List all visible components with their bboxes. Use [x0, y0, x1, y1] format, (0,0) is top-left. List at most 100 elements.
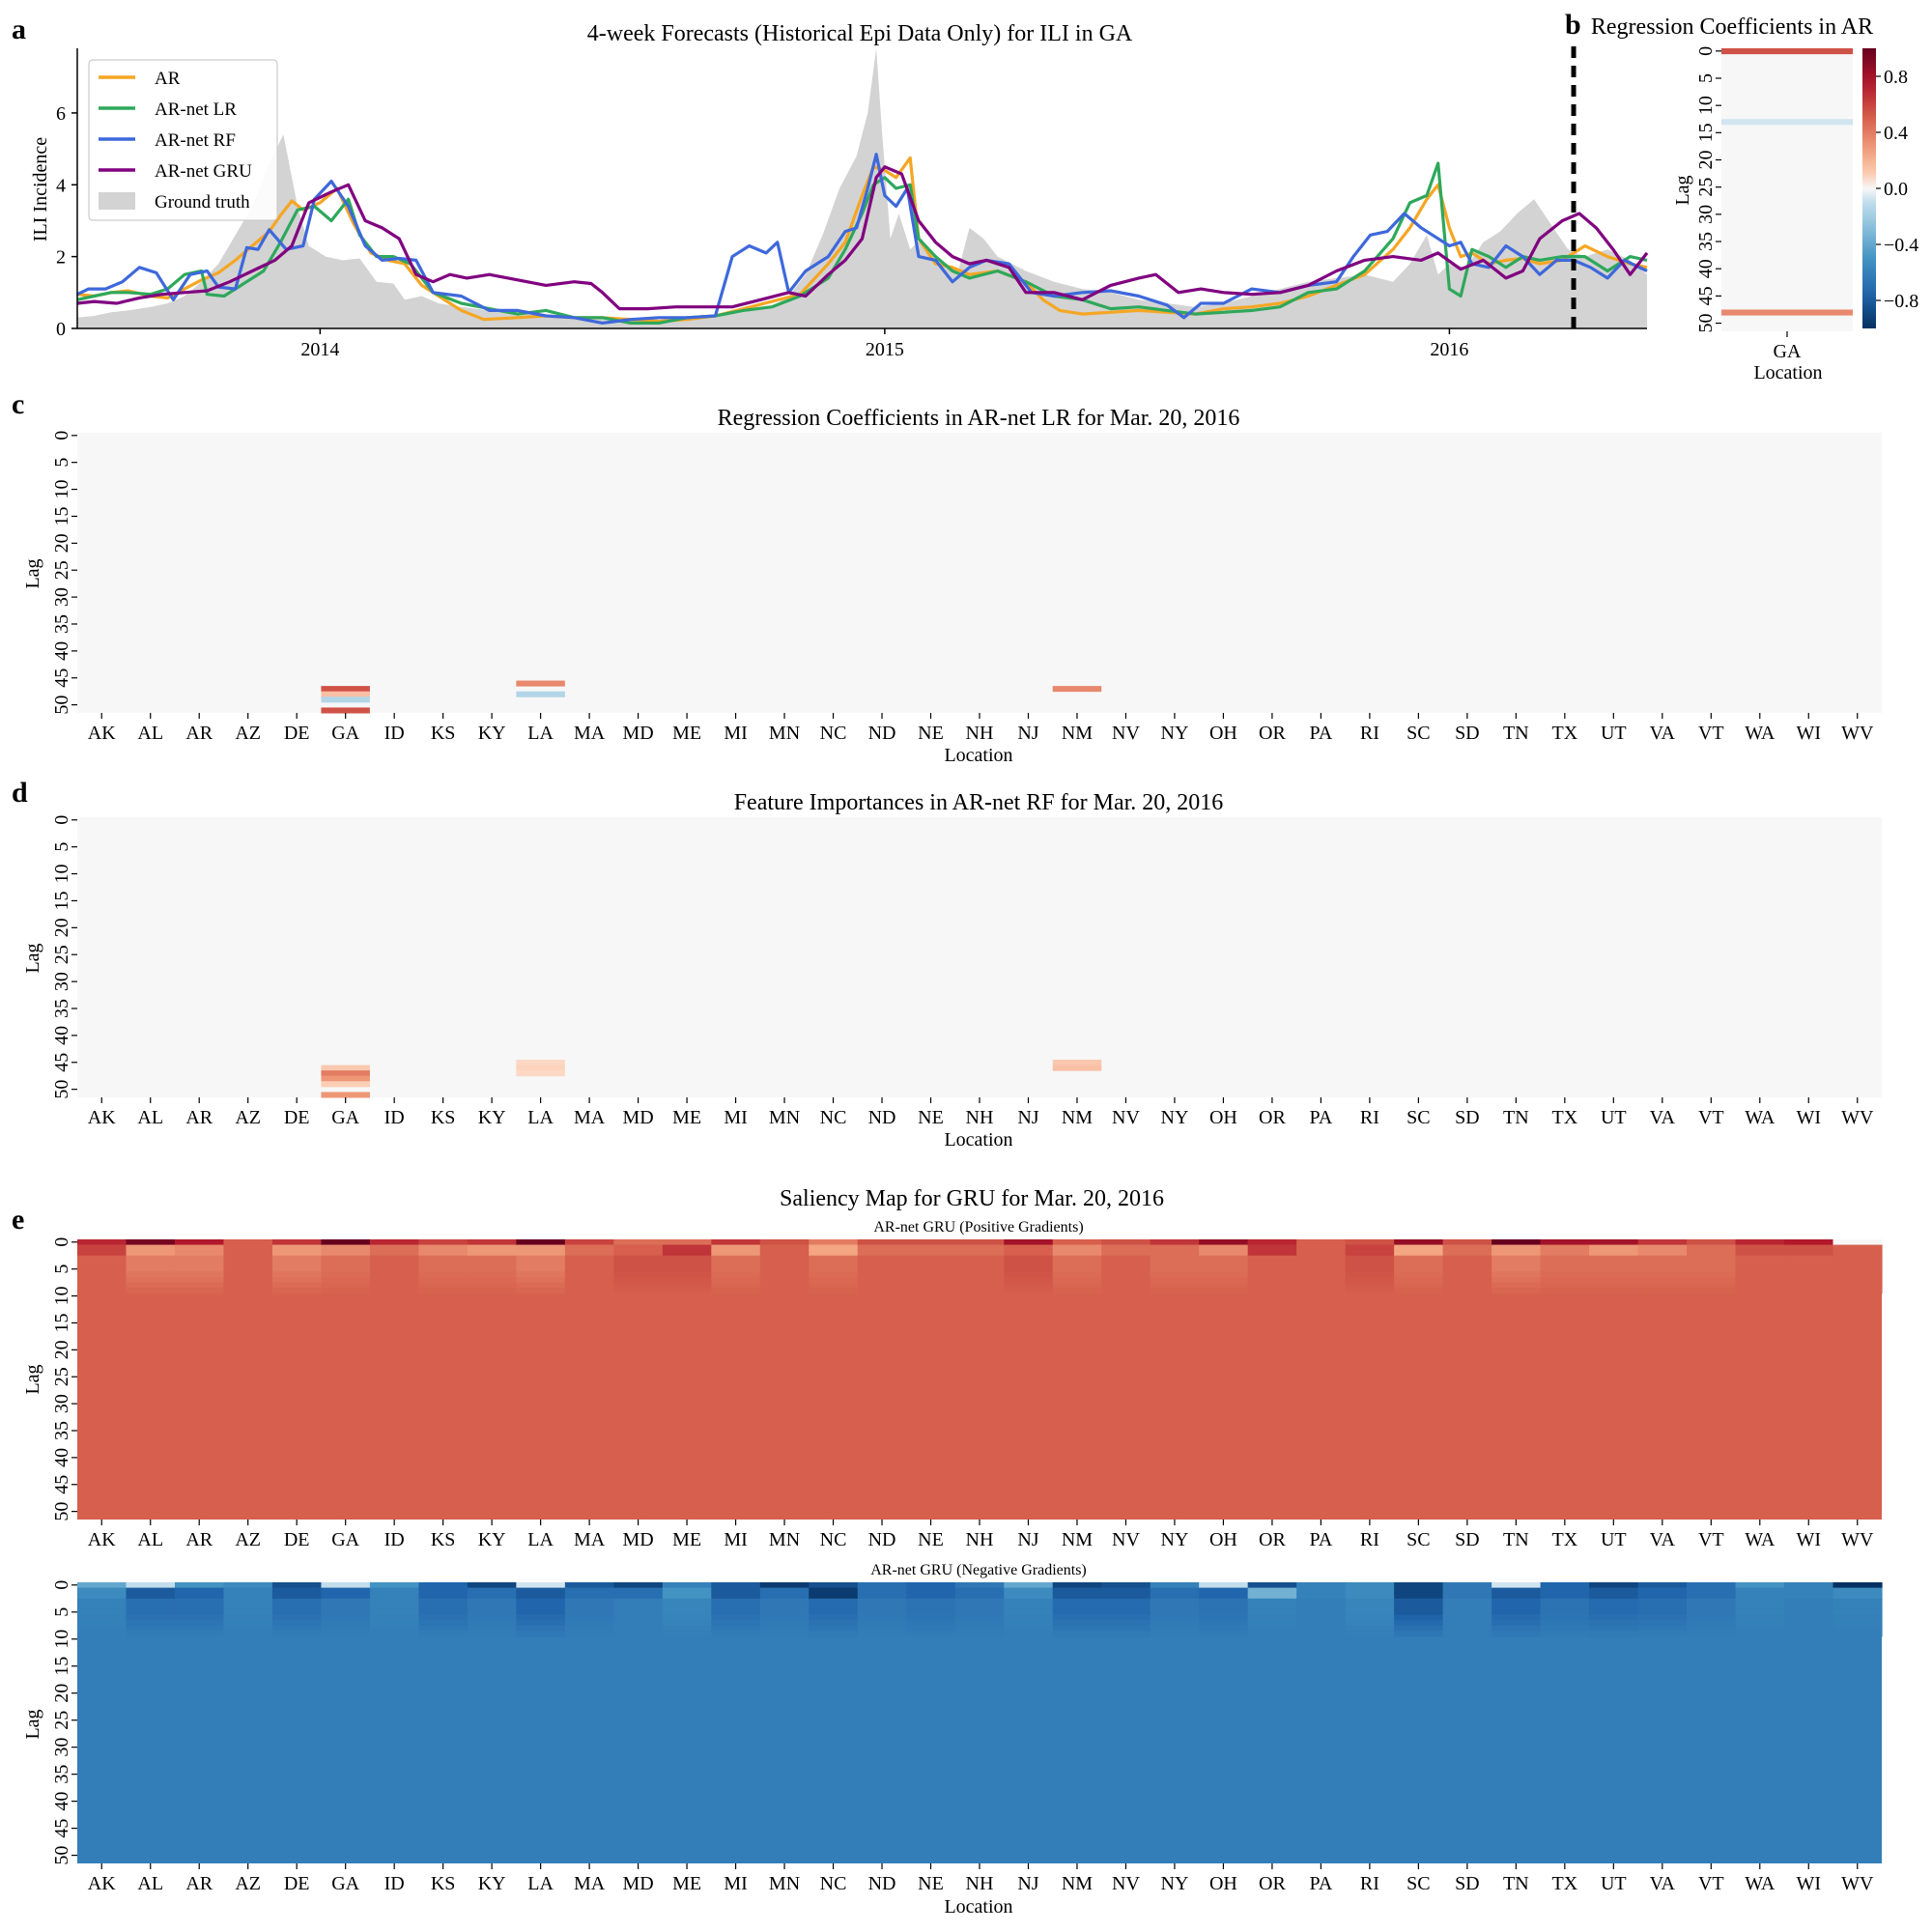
heatmap-cell — [1637, 1625, 1688, 1632]
series-line-ar-net-lr — [76, 161, 1648, 325]
heatmap-cell — [1540, 1277, 1590, 1284]
y-tick-label: 45 — [51, 1819, 72, 1838]
heatmap-cell — [1492, 1244, 1542, 1251]
x-tick-label: MD — [622, 1529, 653, 1550]
heatmap-cell — [369, 1582, 420, 1589]
colorbar-tick-label: 0.8 — [1884, 67, 1908, 88]
heatmap-cell — [1637, 1593, 1688, 1600]
heatmap-cell — [321, 1081, 370, 1088]
heatmap-cell — [77, 1271, 128, 1278]
heatmap-cell — [759, 1265, 810, 1273]
heatmap-cell — [1101, 1582, 1151, 1589]
heatmap-cell — [1687, 1620, 1737, 1627]
heatmap-cell — [516, 1244, 566, 1251]
heatmap-cell — [1784, 1255, 1834, 1262]
heatmap-cell — [77, 1244, 128, 1251]
panel-d-heatmap: Feature Importances in AR-net RF for Mar… — [22, 790, 1882, 1151]
heatmap-cell — [1247, 1631, 1297, 1637]
x-tick-label: NV — [1112, 1107, 1140, 1128]
heatmap-cell — [564, 1625, 614, 1632]
y-tick-label: 35 — [51, 999, 72, 1018]
chart-b-heatmap-body: 0 5 10 15 20 25 30 35 40 45 50 GA — [1695, 46, 1853, 362]
heatmap-cell — [516, 1070, 565, 1077]
heatmap-cell — [711, 1250, 761, 1257]
x-tick-label: SD — [1455, 723, 1480, 744]
x-tick-label: TN — [1503, 1873, 1529, 1894]
heatmap-cell — [516, 1271, 566, 1278]
chart-d-heatmap-body: 0 5 10 15 20 25 30 35 40 45 50 AK AL AR AZ DE GA ID KS KY LA… — [51, 815, 1882, 1128]
x-tick-label: NV — [1112, 723, 1140, 744]
x-tick-label: AR — [185, 1107, 213, 1128]
x-tick-label: NY — [1161, 1107, 1189, 1128]
heatmap-cell — [954, 1593, 1005, 1600]
heatmap-cell — [809, 1244, 859, 1251]
heatmap-cell — [1199, 1608, 1249, 1616]
heatmap-cell — [223, 1271, 273, 1278]
heatmap-cell — [613, 1271, 664, 1278]
y-tick-label: 20 — [1695, 151, 1717, 170]
heatmap-cell — [1394, 1288, 1444, 1294]
chart-e2-ylabel: Lag — [22, 1709, 43, 1739]
heatmap-cell — [1637, 1244, 1688, 1251]
heatmap-cell — [759, 1614, 810, 1621]
heatmap-cell — [77, 1255, 128, 1262]
heatmap-cell — [1589, 1593, 1639, 1600]
heatmap-cell — [1687, 1239, 1737, 1246]
x-tick-label: AL — [137, 1529, 163, 1550]
heatmap-cell — [1150, 1239, 1200, 1246]
heatmap-cell — [809, 1620, 859, 1627]
heatmap-cell — [1394, 1625, 1444, 1632]
heatmap-cell — [662, 1620, 712, 1627]
heatmap-cell — [1052, 1631, 1102, 1637]
heatmap-cell — [126, 1288, 176, 1294]
heatmap-cell — [223, 1604, 273, 1610]
heatmap-cell — [1589, 1288, 1639, 1294]
heatmap-cell — [516, 1587, 566, 1594]
heatmap-cell — [1833, 1271, 1883, 1278]
heatmap-cell — [1004, 1239, 1054, 1246]
heatmap-cell — [1540, 1631, 1590, 1637]
heatmap-cell — [1247, 1265, 1297, 1273]
x-tick-label: LA — [527, 723, 554, 744]
heatmap-cell — [174, 1239, 225, 1246]
heatmap-cell — [467, 1282, 517, 1289]
heatmap-cell — [1784, 1587, 1834, 1594]
heatmap-cell — [271, 1261, 323, 1267]
y-tick-label: 40 — [51, 1448, 72, 1467]
heatmap-cell — [1247, 1271, 1297, 1278]
x-tick-label: AZ — [235, 723, 261, 744]
x-tick-label: DE — [284, 723, 310, 744]
heatmap-cell — [321, 1288, 371, 1294]
chart-e2-title: AR-net GRU (Negative Gradients) — [870, 1562, 1087, 1578]
heatmap-cell — [1442, 1625, 1492, 1632]
heatmap-cell — [1687, 1282, 1737, 1289]
heatmap-cell — [1589, 1631, 1639, 1637]
heatmap-cell — [1589, 1625, 1639, 1632]
heatmap-cell — [1492, 1593, 1542, 1600]
x-tick-label: WI — [1796, 1529, 1821, 1550]
heatmap-cell — [809, 1277, 859, 1284]
y-tick-label: 20 — [51, 918, 72, 937]
heatmap-cell — [1735, 1255, 1785, 1262]
heatmap-cell — [1540, 1604, 1590, 1610]
heatmap-cell — [516, 1065, 565, 1071]
heatmap-cell — [1492, 1614, 1542, 1621]
heatmap-cell — [467, 1593, 517, 1600]
x-tick-label: OH — [1209, 1873, 1237, 1894]
heatmap-cell — [1345, 1255, 1395, 1262]
x-tick-label: RI — [1360, 723, 1379, 744]
y-tick-label: 0 — [51, 815, 72, 825]
heatmap-cell — [809, 1265, 859, 1273]
heatmap-cell — [1540, 1593, 1590, 1600]
heatmap-cell — [1004, 1608, 1054, 1616]
heatmap-cell — [1247, 1614, 1297, 1621]
heatmap-cell — [321, 1070, 370, 1077]
heatmap-cell — [369, 1620, 420, 1627]
x-tick-label: LA — [527, 1873, 554, 1894]
heatmap-cell — [369, 1250, 420, 1257]
x-tick-label: AZ — [235, 1873, 261, 1894]
heatmap-cell — [1150, 1582, 1200, 1589]
heatmap-cell — [1589, 1255, 1639, 1262]
heatmap-cell — [759, 1255, 810, 1262]
heatmap-cell — [516, 680, 565, 687]
